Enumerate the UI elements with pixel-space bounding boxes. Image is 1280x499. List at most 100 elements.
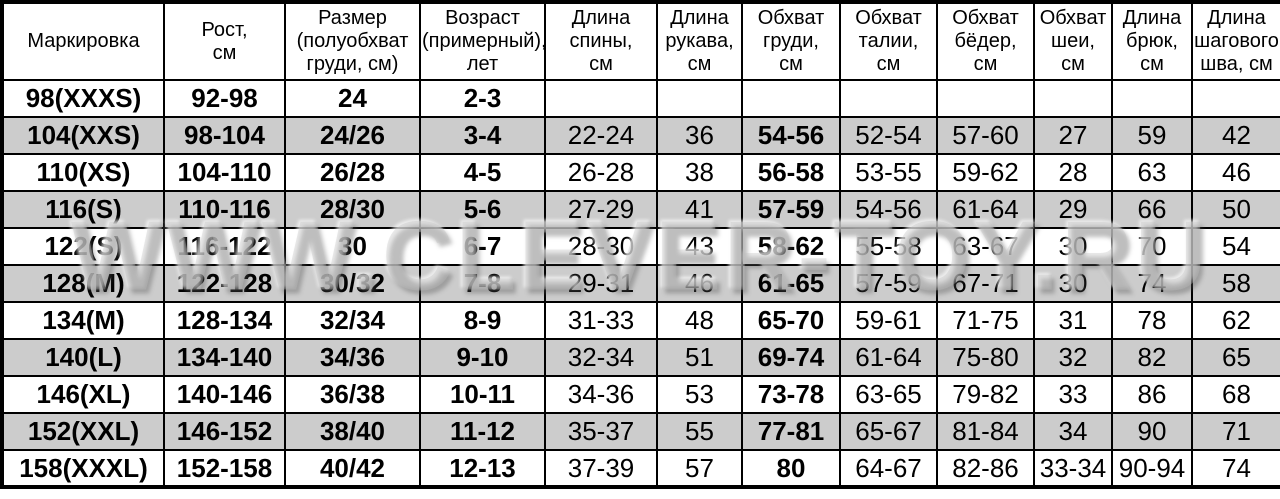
cell: 79-82 bbox=[936, 375, 1035, 414]
table-row: 122(S) 116-122 30 6-7 28-30 43 58-62 55-58 63-67… bbox=[1, 227, 1280, 266]
cell: 140-146 bbox=[163, 375, 286, 414]
cell: 146(XL) bbox=[1, 375, 165, 414]
cell: 28 bbox=[1033, 153, 1113, 192]
cell: 53-55 bbox=[839, 153, 938, 192]
cell: 24 bbox=[284, 79, 421, 118]
cell: 6-7 bbox=[419, 227, 546, 266]
size-chart-table: Маркировка Рост, см Размер (полуобхват гру… bbox=[0, 0, 1280, 489]
table-row: 104(XXS) 98-104 24/26 3-4 22-24 36 54-56 52-54 5… bbox=[1, 116, 1280, 155]
column-header-2: Рост, см bbox=[163, 1, 286, 81]
cell: 75-80 bbox=[936, 338, 1035, 377]
cell: 98(XXXS) bbox=[1, 79, 165, 118]
cell: 68 bbox=[1191, 375, 1280, 414]
cell: 26/28 bbox=[284, 153, 421, 192]
cell: 28/30 bbox=[284, 190, 421, 229]
cell: 35-37 bbox=[544, 412, 658, 451]
cell: 46 bbox=[1191, 153, 1280, 192]
table-row: 128(M) 122-128 30/32 7-8 29-31 46 61-65 57-59 67… bbox=[1, 264, 1280, 303]
cell: 32-34 bbox=[544, 338, 658, 377]
cell: 34 bbox=[1033, 412, 1113, 451]
cell: 71-75 bbox=[936, 301, 1035, 340]
cell: 53 bbox=[656, 375, 743, 414]
cell: 64-67 bbox=[839, 449, 938, 488]
cell: 7-8 bbox=[419, 264, 546, 303]
cell: 59-61 bbox=[839, 301, 938, 340]
cell: 2-3 bbox=[419, 79, 546, 118]
cell: 10-11 bbox=[419, 375, 546, 414]
cell: 57-59 bbox=[839, 264, 938, 303]
cell: 116(S) bbox=[1, 190, 165, 229]
column-header-10: Обхват шеи, см bbox=[1033, 1, 1113, 81]
column-header-9: Обхват бёдер, см bbox=[936, 1, 1035, 81]
cell: 152-158 bbox=[163, 449, 286, 488]
cell: 66 bbox=[1111, 190, 1193, 229]
column-header-4: Возраст (примерный), лет bbox=[419, 1, 546, 81]
cell: 30 bbox=[284, 227, 421, 266]
cell bbox=[936, 79, 1035, 118]
cell: 54 bbox=[1191, 227, 1280, 266]
cell: 92-98 bbox=[163, 79, 286, 118]
cell: 57-60 bbox=[936, 116, 1035, 155]
cell: 63-67 bbox=[936, 227, 1035, 266]
cell: 3-4 bbox=[419, 116, 546, 155]
cell bbox=[1191, 79, 1280, 118]
table-row: 158(XXXL) 152-158 40/42 12-13 37-39 57 80 64-67… bbox=[1, 449, 1280, 488]
table-row: 140(L) 134-140 34/36 9-10 32-34 51 69-74 61-64 7… bbox=[1, 338, 1280, 377]
cell: 48 bbox=[656, 301, 743, 340]
cell: 61-64 bbox=[936, 190, 1035, 229]
cell: 36/38 bbox=[284, 375, 421, 414]
column-header-3: Размер (полуобхват груди, см) bbox=[284, 1, 421, 81]
cell: 70 bbox=[1111, 227, 1193, 266]
cell: 90 bbox=[1111, 412, 1193, 451]
cell: 31 bbox=[1033, 301, 1113, 340]
cell: 90-94 bbox=[1111, 449, 1193, 488]
cell: 33-34 bbox=[1033, 449, 1113, 488]
cell: 55-58 bbox=[839, 227, 938, 266]
cell bbox=[741, 79, 841, 118]
cell: 104(XXS) bbox=[1, 116, 165, 155]
cell: 73-78 bbox=[741, 375, 841, 414]
cell: 55 bbox=[656, 412, 743, 451]
cell: 11-12 bbox=[419, 412, 546, 451]
cell: 134-140 bbox=[163, 338, 286, 377]
cell: 38/40 bbox=[284, 412, 421, 451]
cell: 134(M) bbox=[1, 301, 165, 340]
column-header-12: Длина шагового шва, см bbox=[1191, 1, 1280, 81]
cell: 54-56 bbox=[839, 190, 938, 229]
cell: 36 bbox=[656, 116, 743, 155]
cell: 50 bbox=[1191, 190, 1280, 229]
cell: 128(M) bbox=[1, 264, 165, 303]
cell: 31-33 bbox=[544, 301, 658, 340]
cell: 74 bbox=[1191, 449, 1280, 488]
cell: 63-65 bbox=[839, 375, 938, 414]
cell: 30 bbox=[1033, 227, 1113, 266]
table-row: 110(XS) 104-110 26/28 4-5 26-28 38 56-58 53-55 5… bbox=[1, 153, 1280, 192]
cell: 152(XXL) bbox=[1, 412, 165, 451]
cell: 12-13 bbox=[419, 449, 546, 488]
cell: 56-58 bbox=[741, 153, 841, 192]
cell: 82 bbox=[1111, 338, 1193, 377]
table-header: Маркировка Рост, см Размер (полуобхват гру… bbox=[1, 1, 1280, 81]
cell: 65-70 bbox=[741, 301, 841, 340]
cell: 128-134 bbox=[163, 301, 286, 340]
cell: 74 bbox=[1111, 264, 1193, 303]
cell bbox=[656, 79, 743, 118]
cell: 82-86 bbox=[936, 449, 1035, 488]
cell: 46 bbox=[656, 264, 743, 303]
cell: 54-56 bbox=[741, 116, 841, 155]
cell: 67-71 bbox=[936, 264, 1035, 303]
cell: 146-152 bbox=[163, 412, 286, 451]
cell: 38 bbox=[656, 153, 743, 192]
cell: 40/42 bbox=[284, 449, 421, 488]
cell: 140(L) bbox=[1, 338, 165, 377]
cell: 27-29 bbox=[544, 190, 658, 229]
column-header-11: Длина брюк, см bbox=[1111, 1, 1193, 81]
cell: 116-122 bbox=[163, 227, 286, 266]
cell: 9-10 bbox=[419, 338, 546, 377]
cell: 22-24 bbox=[544, 116, 658, 155]
cell: 63 bbox=[1111, 153, 1193, 192]
column-header-8: Обхват талии, см bbox=[839, 1, 938, 81]
cell: 98-104 bbox=[163, 116, 286, 155]
cell: 32 bbox=[1033, 338, 1113, 377]
table-body: 98(XXXS) 92-98 24 2-3 104(XXS) 98-104 24/26 3-4… bbox=[1, 79, 1280, 488]
